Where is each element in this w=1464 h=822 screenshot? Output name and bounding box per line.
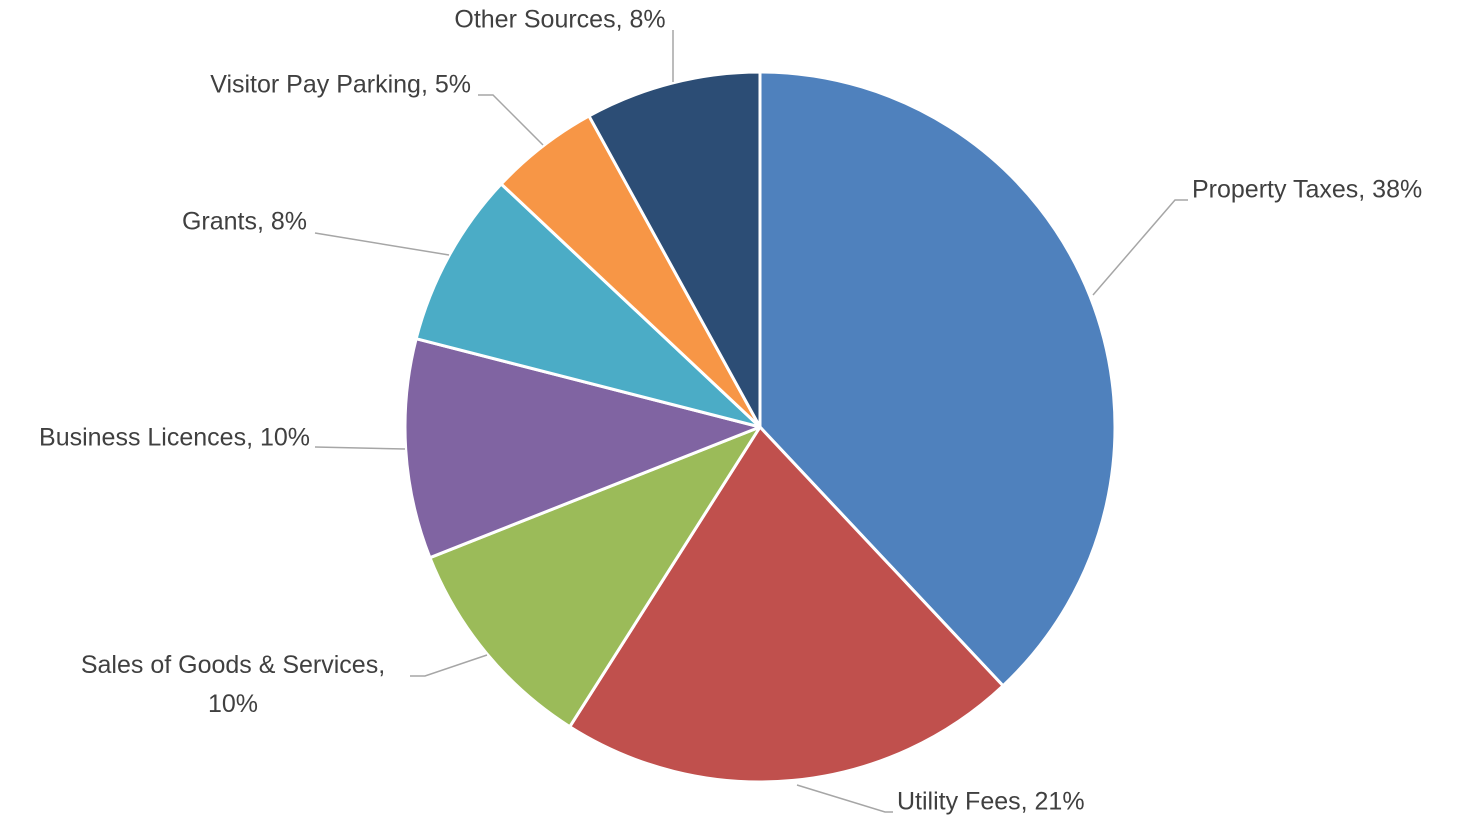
leader-line [314, 232, 450, 256]
data-label: Business Licences, 10% [39, 423, 310, 452]
pie-slice: Grants [414, 182, 762, 429]
data-label: Grants, 8% [181, 207, 307, 236]
data-label: Property Taxes, 38% [1192, 175, 1423, 204]
pie-slice: Property Taxes [758, 70, 1117, 688]
data-label: Utility Fees, 21% [897, 787, 1085, 816]
pie-slice: Sales of Goods & Services [428, 425, 762, 729]
leader-line [410, 654, 488, 677]
pie-slice: Other Sources [587, 70, 762, 429]
pie-slice: Business Licences [403, 337, 762, 560]
leader-line [314, 446, 406, 450]
leader-line [478, 94, 544, 146]
leader-line [796, 784, 893, 813]
data-label: Visitor Pay Parking, 5% [210, 70, 471, 99]
data-label: Other Sources, 8% [454, 5, 666, 34]
leader-line [1092, 199, 1188, 296]
data-label: Sales of Goods & Services, 10% [80, 651, 386, 718]
pie-slice: Utility Fees [568, 425, 1005, 784]
